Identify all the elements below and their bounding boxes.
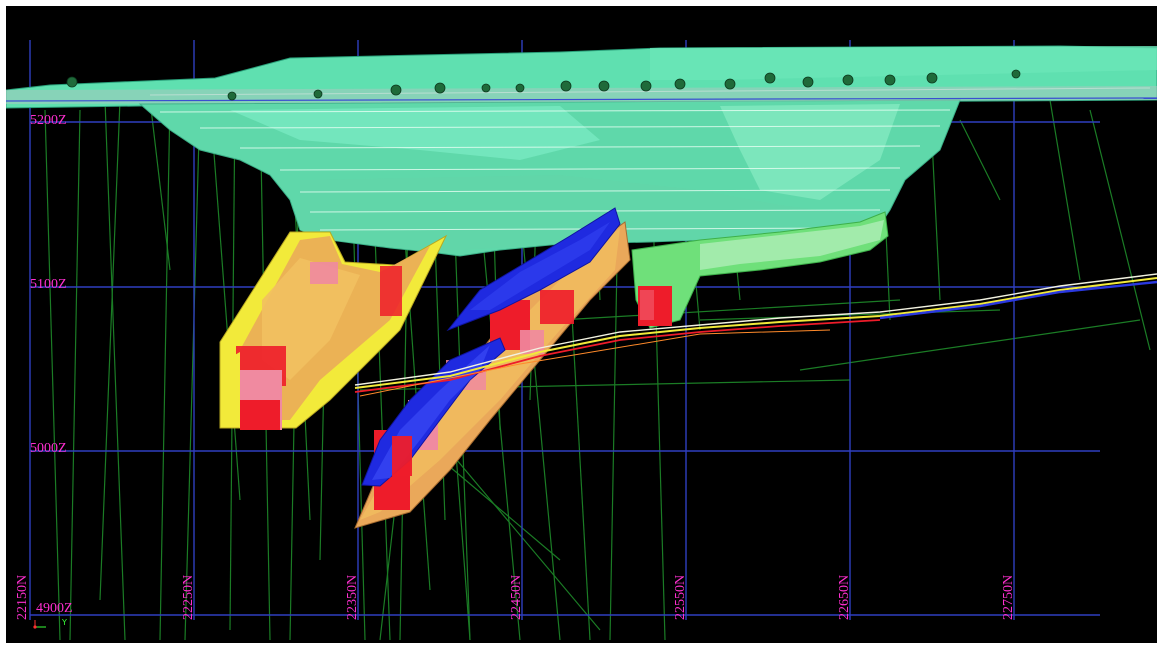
- elevation-label-5100: 5100Z: [30, 277, 67, 292]
- axis-triad: Y: [32, 618, 72, 636]
- axis-triad-icon: [33, 620, 46, 629]
- elevation-label-5000: 5000Z: [30, 441, 67, 456]
- northing-label-22250: 22250N: [181, 574, 196, 620]
- contact-trace: [354, 273, 1157, 397]
- northing-label-22150: 22150N: [15, 574, 30, 620]
- surface-features: [66, 69, 1021, 101]
- geology-cross-section: [6, 40, 1157, 641]
- northing-label-22350: 22350N: [345, 574, 360, 620]
- northing-label-22450: 22450N: [509, 574, 524, 620]
- underground-zone: [631, 211, 889, 329]
- orebody-west: [219, 231, 448, 430]
- northing-label-22650: 22650N: [837, 574, 852, 620]
- elevation-label-5200: 5200Z: [30, 113, 67, 128]
- orebody-central: [354, 207, 631, 529]
- 3d-section-viewport[interactable]: 5200Z 5100Z 5000Z 4900Z 22150N 22250N 22…: [6, 6, 1157, 643]
- elevation-label-4900: 4900Z: [36, 601, 73, 616]
- northing-label-22550: 22550N: [673, 574, 688, 620]
- axis-y-label: Y: [62, 618, 67, 627]
- pit-shell: [6, 45, 1157, 257]
- northing-label-22750: 22750N: [1001, 574, 1016, 620]
